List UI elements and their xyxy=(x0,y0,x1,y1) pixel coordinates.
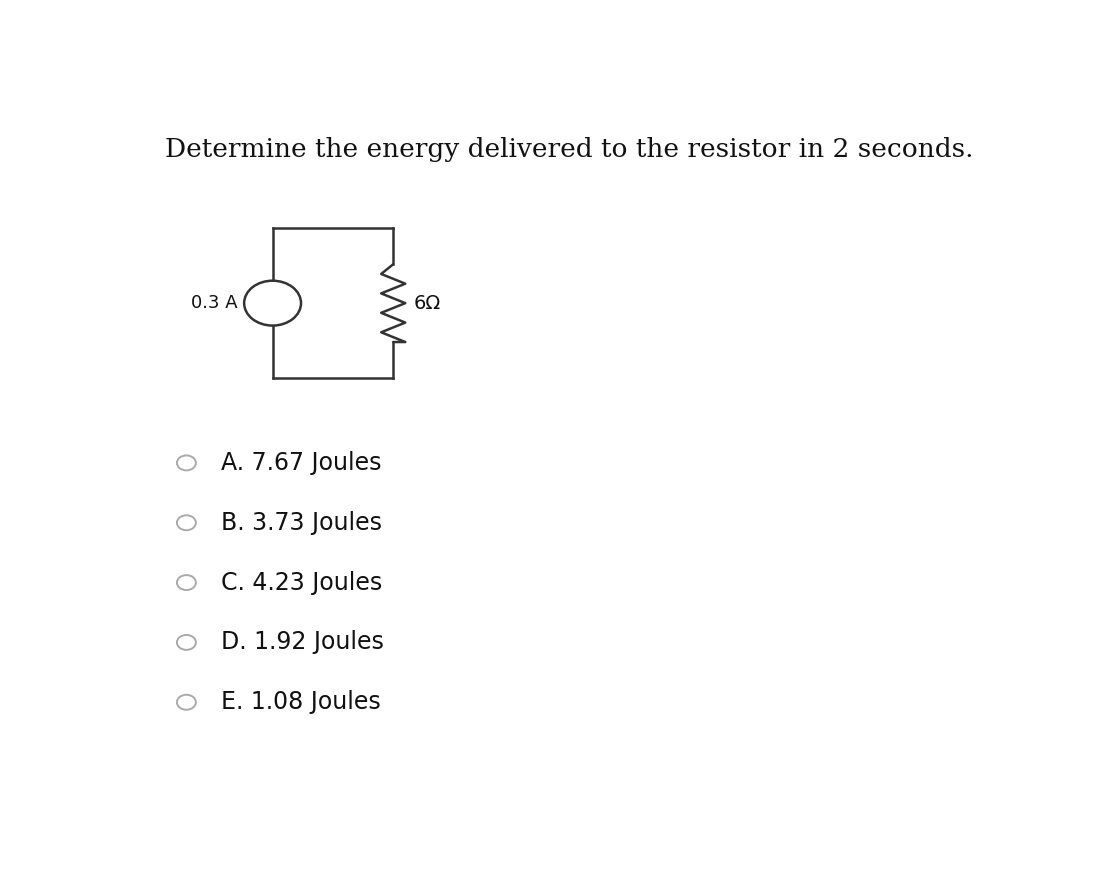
Text: E. 1.08 Joules: E. 1.08 Joules xyxy=(221,691,380,714)
Text: B. 3.73 Joules: B. 3.73 Joules xyxy=(221,510,381,535)
Text: Determine the energy delivered to the resistor in 2 seconds.: Determine the energy delivered to the re… xyxy=(165,137,973,162)
Circle shape xyxy=(177,695,196,710)
Circle shape xyxy=(177,635,196,650)
Text: 6Ω: 6Ω xyxy=(414,294,441,313)
Text: D. 1.92 Joules: D. 1.92 Joules xyxy=(221,630,384,654)
Circle shape xyxy=(177,575,196,590)
Circle shape xyxy=(177,516,196,530)
Text: A. 7.67 Joules: A. 7.67 Joules xyxy=(221,451,381,475)
Circle shape xyxy=(177,456,196,471)
Circle shape xyxy=(245,281,301,326)
Text: 0.3 A: 0.3 A xyxy=(190,294,237,312)
Text: C. 4.23 Joules: C. 4.23 Joules xyxy=(221,570,383,594)
